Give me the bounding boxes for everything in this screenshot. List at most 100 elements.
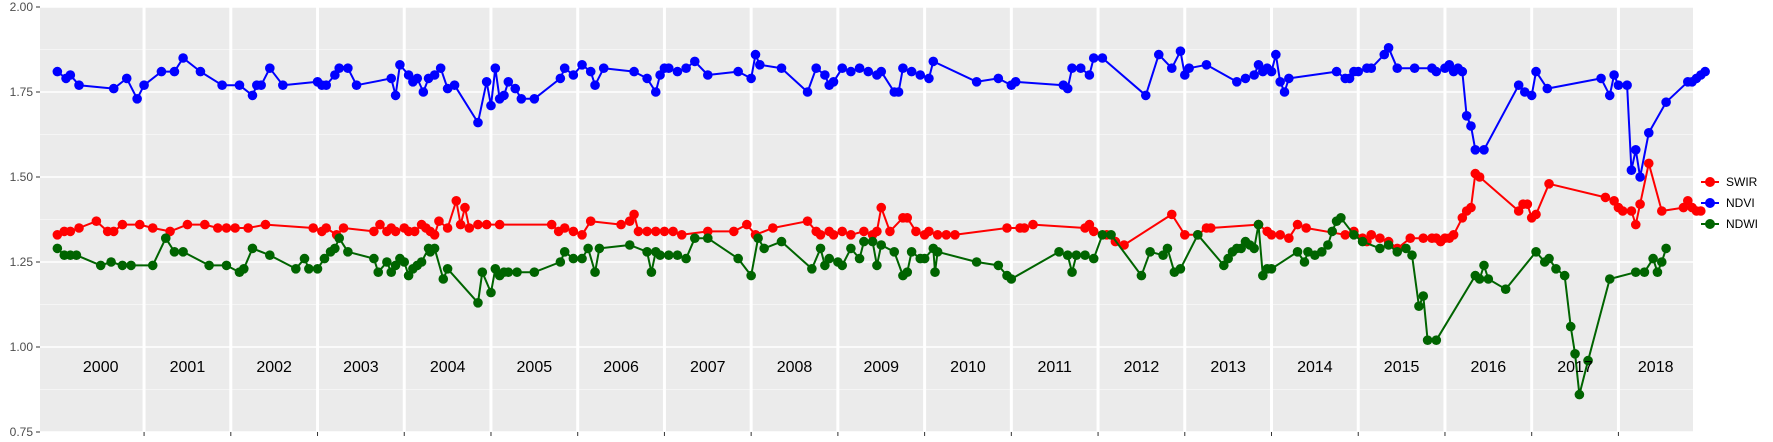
data-point-ndvi [195, 66, 206, 77]
year-label: 2011 [1037, 359, 1072, 376]
data-point-ndvi [898, 63, 908, 73]
data-point-swir [1457, 213, 1468, 223]
data-point-ndwi [71, 250, 82, 260]
data-point-ndvi [1513, 80, 1524, 90]
series-layer [52, 43, 1710, 400]
data-point-ndwi [837, 260, 848, 271]
data-point-swir [633, 226, 644, 237]
data-point-ndvi [642, 73, 652, 84]
data-point-ndvi [1249, 70, 1259, 80]
data-point-ndvi [854, 63, 865, 73]
data-point-ndwi [1162, 243, 1173, 254]
data-point-ndwi [160, 233, 171, 243]
data-point-ndwi [1483, 274, 1494, 284]
data-point-ndwi [1652, 267, 1663, 278]
data-point-ndvi [1630, 145, 1641, 155]
data-point-ndwi [1479, 260, 1489, 271]
data-point-ndwi [1349, 230, 1359, 240]
data-point-ndvi [247, 90, 258, 101]
data-point-ndwi [1422, 335, 1433, 346]
data-point-ndwi [867, 236, 878, 247]
data-point-ndvi [529, 94, 540, 104]
data-point-ndwi [824, 253, 835, 264]
data-point-swir [1002, 223, 1012, 233]
data-point-ndvi [395, 60, 405, 70]
data-point-swir [837, 226, 848, 237]
data-point-ndvi [1075, 63, 1086, 73]
data-point-ndvi [811, 63, 821, 73]
year-label: 2014 [1297, 359, 1333, 376]
data-point-swir [1531, 209, 1541, 220]
data-point-ndwi [529, 267, 540, 278]
data-point-swir [559, 223, 570, 233]
data-point-swir [1375, 233, 1385, 243]
data-point-ndwi [1414, 301, 1424, 312]
data-point-ndvi [1622, 80, 1632, 90]
data-point-ndvi [568, 70, 579, 80]
data-point-ndvi [672, 66, 683, 77]
legend-key-ndwi [1705, 219, 1715, 229]
data-point-ndwi [872, 260, 882, 271]
data-point-ndvi [1626, 165, 1637, 175]
data-point-ndvi [1140, 90, 1151, 101]
data-point-ndvi [837, 63, 848, 73]
data-point-ndwi [369, 253, 379, 264]
data-point-ndwi [1583, 355, 1593, 366]
data-point-ndwi [1431, 335, 1442, 346]
data-point-ndwi [1088, 253, 1099, 264]
data-point-swir [147, 223, 158, 233]
data-point-swir [1466, 202, 1476, 213]
data-point-ndvi [490, 63, 501, 73]
data-point-ndwi [820, 260, 830, 271]
data-point-swir [434, 216, 444, 226]
data-point-swir [1019, 223, 1030, 233]
year-label: 2004 [430, 359, 466, 376]
data-point-swir [585, 216, 596, 226]
data-point-ndwi [932, 247, 943, 257]
data-point-ndvi [1331, 66, 1342, 77]
data-point-ndwi [416, 257, 427, 267]
data-point-swir [1683, 196, 1693, 206]
data-point-ndvi [702, 70, 713, 80]
data-point-ndvi [733, 66, 743, 77]
data-point-swir [165, 226, 175, 237]
data-point-ndvi [108, 83, 119, 94]
data-point-ndwi [594, 243, 605, 254]
data-point-ndvi [820, 70, 830, 80]
data-point-ndvi [681, 63, 691, 73]
data-point-ndvi [1232, 77, 1242, 87]
data-point-ndwi [559, 247, 570, 257]
data-point-swir [1301, 223, 1311, 233]
data-point-ndwi [583, 243, 593, 254]
data-point-ndwi [646, 267, 657, 278]
data-point-ndwi [204, 260, 214, 271]
data-point-swir [876, 202, 887, 213]
data-point-ndwi [1062, 250, 1073, 260]
data-point-ndvi [1184, 63, 1194, 73]
data-point-ndwi [1336, 213, 1346, 223]
data-point-swir [390, 226, 401, 237]
data-point-swir [1366, 230, 1377, 240]
data-point-swir [546, 219, 557, 230]
data-point-swir [243, 223, 253, 233]
data-point-ndwi [486, 287, 496, 298]
data-point-ndvi [915, 70, 926, 80]
data-point-swir [464, 223, 475, 233]
data-point-ndwi [1080, 250, 1090, 260]
data-point-ndwi [1071, 250, 1082, 260]
data-point-ndwi [126, 260, 136, 271]
data-point-ndvi [1088, 53, 1099, 63]
data-point-ndvi [1613, 80, 1624, 90]
data-point-ndvi [1531, 66, 1541, 77]
data-point-ndvi [1444, 60, 1455, 70]
year-label: 2009 [863, 359, 899, 376]
data-point-ndwi [1054, 247, 1064, 257]
data-point-ndvi [1479, 145, 1489, 155]
data-point-ndwi [334, 233, 345, 243]
data-point-ndvi [1461, 111, 1472, 121]
legend-key-swir [1705, 177, 1715, 187]
data-point-swir [624, 216, 635, 226]
data-point-ndvi [330, 70, 340, 80]
data-point-swir [134, 219, 145, 230]
data-point-ndwi [1158, 250, 1168, 260]
